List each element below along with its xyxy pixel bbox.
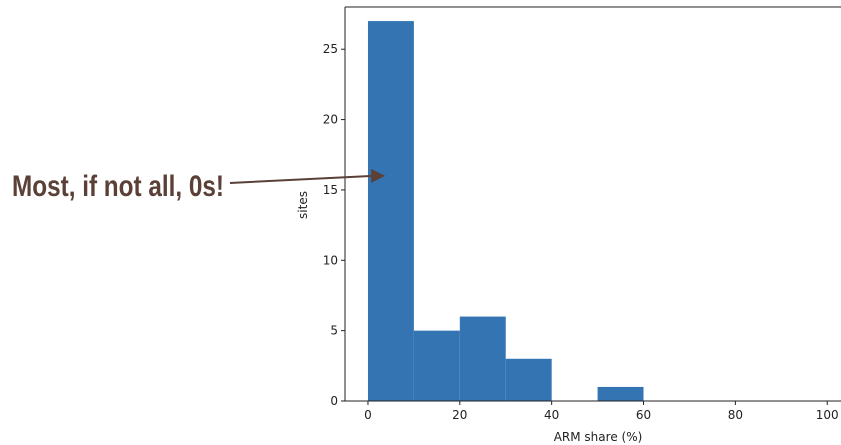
callout-text: Most, if not all, 0s!: [12, 170, 224, 203]
histogram-bar-3: [505, 358, 552, 401]
x-tick-label: 80: [728, 408, 743, 422]
y-tick-label: 10: [323, 253, 338, 267]
axes-group: [344, 6, 841, 402]
x-axis-label: ARM share (%): [554, 430, 643, 444]
histogram-bar-0: [367, 21, 414, 401]
y-tick-label: 25: [323, 42, 338, 56]
bars-group: [367, 21, 644, 401]
y-axis-label: sites: [296, 191, 310, 219]
x-ticks-group: 0 20 40 60 80 100: [364, 401, 839, 422]
y-tick-label: 5: [330, 324, 338, 338]
x-tick-label: 0: [364, 408, 372, 422]
callout: Most, if not all, 0s!: [12, 168, 386, 203]
histogram-bar-5: [597, 386, 644, 401]
callout-arrow-line: [229, 174, 374, 184]
histogram-bar-1: [413, 330, 460, 401]
x-tick-label: 100: [816, 408, 839, 422]
x-tick-label: 20: [452, 408, 467, 422]
y-tick-label: 15: [323, 183, 338, 197]
x-tick-label: 60: [636, 408, 651, 422]
histogram-bar-2: [459, 316, 506, 401]
callout-arrow-head: [371, 168, 386, 183]
y-tick-label: 0: [330, 394, 338, 408]
y-tick-label: 20: [323, 113, 338, 127]
x-tick-label: 40: [544, 408, 559, 422]
y-ticks-group: 0 5 10 15 20 25: [323, 42, 345, 408]
